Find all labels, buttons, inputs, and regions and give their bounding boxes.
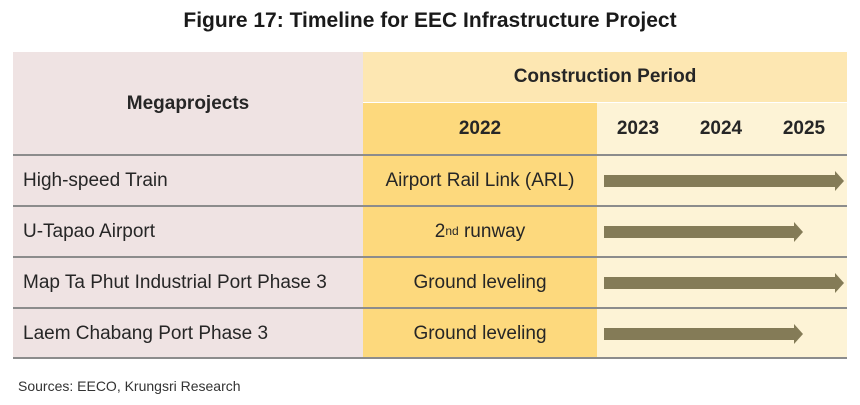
row-2022-laem-chabang: Ground leveling	[363, 309, 597, 358]
header-later-years: 2023 2024 2025	[597, 103, 847, 155]
row-2022-high-speed-train: Airport Rail Link (ARL)	[363, 156, 597, 205]
row-timeline-u-tapao-airport	[597, 207, 847, 256]
header-megaprojects: Megaprojects	[13, 52, 363, 155]
figure-title: Figure 17: Timeline for EEC Infrastructu…	[183, 9, 677, 32]
row-2022-map-ta-phut: Ground leveling	[363, 258, 597, 307]
row-timeline-laem-chabang	[597, 309, 847, 358]
header-year-2023: 2023	[616, 118, 660, 139]
divider	[13, 307, 847, 309]
divider	[13, 154, 847, 156]
source-note: Sources: EECO, Krungsri Research	[18, 378, 241, 394]
timeline-bar	[604, 324, 803, 344]
row-name-laem-chabang: Laem Chabang Port Phase 3	[13, 309, 363, 358]
timeline-bar	[604, 273, 844, 293]
timeline-bar	[604, 222, 803, 242]
timeline-table: Megaprojects Construction Period 2022 20…	[13, 52, 847, 359]
header-construction-period: Construction Period	[363, 52, 847, 103]
header-year-2025: 2025	[782, 118, 826, 139]
divider	[13, 205, 847, 207]
row-name-high-speed-train: High-speed Train	[13, 156, 363, 205]
row-name-u-tapao-airport: U-Tapao Airport	[13, 207, 363, 256]
row-name-map-ta-phut: Map Ta Phut Industrial Port Phase 3	[13, 258, 363, 307]
divider	[13, 256, 847, 258]
divider	[13, 357, 847, 359]
header-year-2024: 2024	[699, 118, 743, 139]
timeline-bar	[604, 171, 844, 191]
header-year-2022: 2022	[363, 103, 597, 155]
ordinal-number: 2	[434, 220, 446, 242]
phase-text: runway	[458, 220, 526, 242]
row-timeline-map-ta-phut	[597, 258, 847, 307]
row-timeline-high-speed-train	[597, 156, 847, 205]
